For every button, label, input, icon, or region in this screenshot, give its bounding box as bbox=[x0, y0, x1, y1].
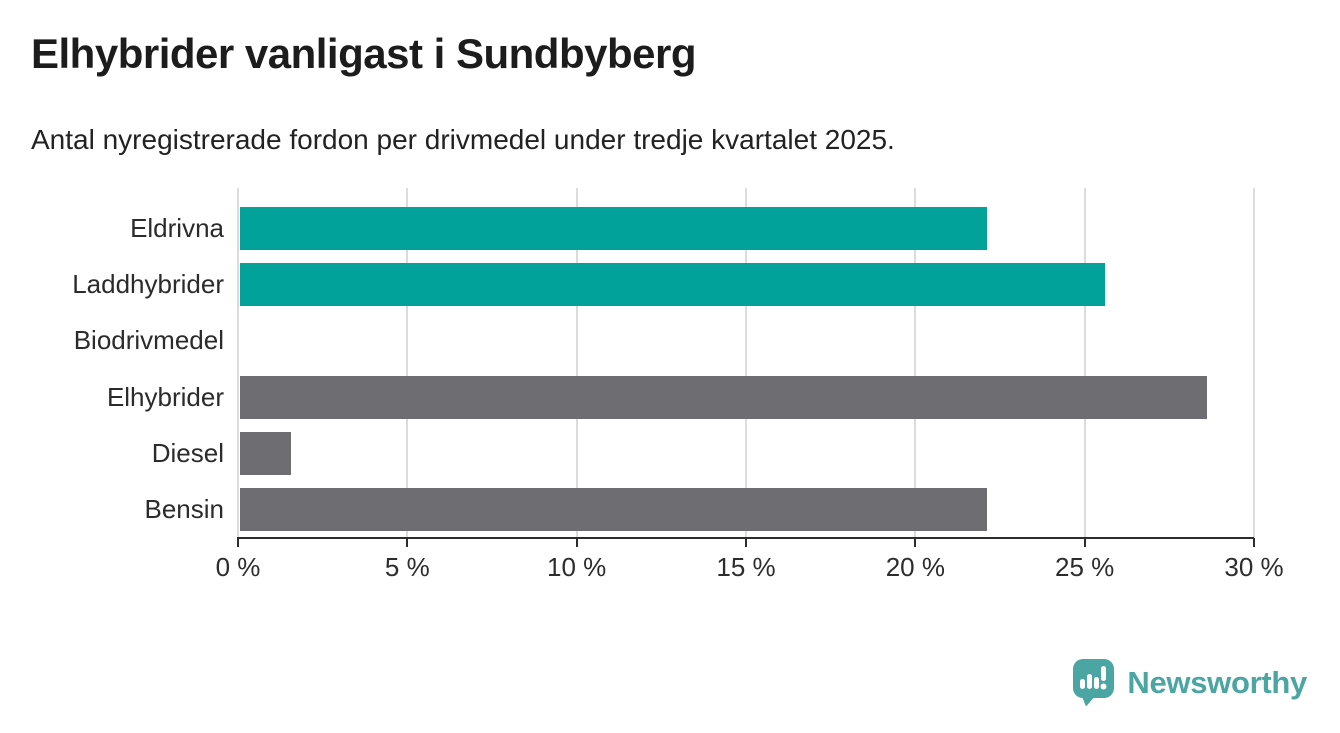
x-axis-tick-label-5: 5 % bbox=[384, 552, 430, 582]
x-axis-tick-label-30: 30 % bbox=[1224, 552, 1284, 582]
newsworthy-logo: Newsworthy bbox=[1071, 658, 1307, 707]
x-axis-tick-15 bbox=[745, 538, 747, 547]
bar-rows: Eldrivna Laddhybrider Biodrivmedel Elhybrid… bbox=[0, 200, 1254, 538]
gridline-5 bbox=[406, 188, 409, 538]
category-label-biodrivmedel: Biodrivmedel bbox=[73, 325, 224, 356]
x-axis-tick-25 bbox=[1083, 538, 1086, 547]
x-axis-tick-30 bbox=[1253, 538, 1255, 547]
bar-track bbox=[240, 488, 1254, 532]
bar-row: Biodrivmedel bbox=[0, 313, 1254, 369]
newsworthy-icon bbox=[1073, 659, 1115, 707]
gridline-15 bbox=[745, 188, 747, 538]
x-axis-tick-label-20: 20 % bbox=[885, 552, 945, 582]
bar-track bbox=[240, 262, 1254, 306]
x-axis-tick-0 bbox=[237, 538, 239, 547]
gridline-30 bbox=[1253, 188, 1255, 538]
bar-row: Laddhybrider bbox=[0, 256, 1254, 312]
bar-track bbox=[240, 375, 1254, 419]
x-axis-tick-5 bbox=[406, 538, 409, 547]
gridline-20 bbox=[914, 188, 917, 538]
bar-eldrivna bbox=[240, 206, 987, 250]
bar-elhybrider bbox=[240, 375, 1207, 419]
category-label-eldrivna: Eldrivna bbox=[130, 212, 224, 243]
bar-track bbox=[240, 206, 1254, 250]
x-axis-tick-label-10: 10 % bbox=[547, 552, 607, 582]
bar-diesel bbox=[240, 431, 291, 475]
category-label-elhybrider: Elhybrider bbox=[106, 381, 224, 412]
x-axis-tick-label-15: 15 % bbox=[716, 552, 776, 582]
x-axis-tick-10 bbox=[575, 538, 578, 547]
x-axis-tick-label-0: 0 % bbox=[215, 552, 261, 582]
category-label-laddhybrider: Laddhybrider bbox=[72, 268, 224, 299]
plot-area: 0 % 5 % 10 % 15 % 20 % 25 % 30 % Eldrivna Laddh… bbox=[72, 188, 1284, 582]
x-axis-tick-label-25: 25 % bbox=[1055, 552, 1115, 582]
bar-row: Bensin bbox=[0, 482, 1254, 538]
bar-bensin bbox=[240, 488, 987, 532]
bar-row: Diesel bbox=[0, 425, 1254, 481]
newsworthy-logo-text: Newsworthy bbox=[1127, 664, 1307, 700]
category-label-bensin: Bensin bbox=[144, 494, 225, 525]
bar-track bbox=[240, 319, 1254, 362]
x-axis-tick-20 bbox=[914, 538, 917, 547]
bar-row: Elhybrider bbox=[0, 369, 1254, 425]
gridline-10 bbox=[575, 188, 578, 538]
category-label-diesel: Diesel bbox=[151, 437, 224, 468]
chart-subtitle: Antal nyregistrerade fordon per drivmede… bbox=[31, 124, 895, 155]
chart-title: Elhybrider vanligast i Sundbyberg bbox=[31, 30, 696, 77]
gridline-0 bbox=[237, 188, 239, 538]
bar-row: Eldrivna bbox=[0, 200, 1254, 256]
bar-track bbox=[240, 431, 1254, 475]
gridline-25 bbox=[1083, 188, 1086, 538]
bar-laddhybrider bbox=[240, 262, 1106, 306]
